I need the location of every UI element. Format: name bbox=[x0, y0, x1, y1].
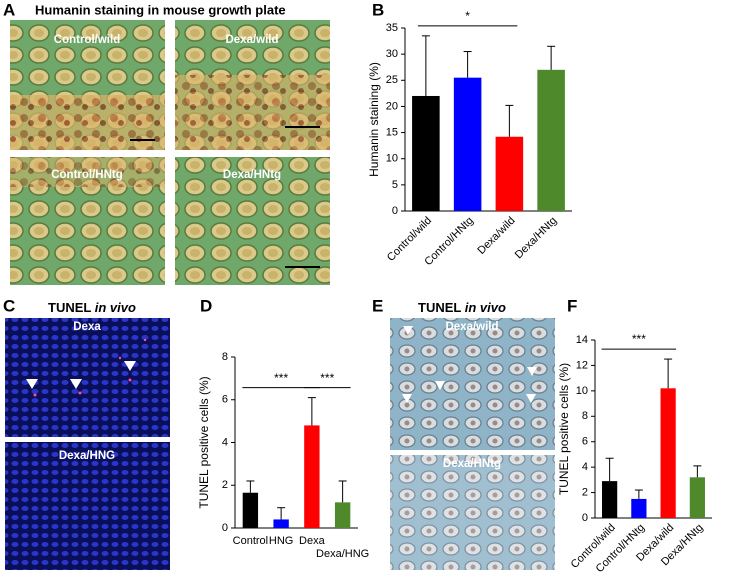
image-label: Control/wild bbox=[54, 34, 120, 46]
y-tick-label: 20 bbox=[386, 100, 398, 112]
image-label: Dexa/HNtg bbox=[443, 458, 501, 470]
bar bbox=[495, 136, 524, 211]
micrograph-overlay bbox=[10, 157, 165, 187]
y-tick-label: 30 bbox=[386, 48, 398, 60]
y-tick-label: 4 bbox=[222, 436, 228, 448]
image-label: Control/HNtg bbox=[51, 169, 123, 181]
panel-title: Humanin staining in mouse growth plate bbox=[35, 2, 286, 17]
tunel-signals bbox=[33, 338, 147, 397]
y-tick-label: 10 bbox=[386, 153, 398, 165]
y-tick-label: 14 bbox=[576, 334, 588, 346]
title-part: in vivo bbox=[95, 300, 136, 315]
x-tick-label: Dexa/wild bbox=[475, 215, 517, 257]
x-tick-label: Control bbox=[233, 535, 268, 547]
y-tick-label: 10 bbox=[576, 385, 588, 397]
micrograph bbox=[175, 157, 330, 285]
panel-label: C bbox=[3, 296, 15, 315]
bar bbox=[631, 498, 647, 518]
micrograph bbox=[390, 318, 555, 450]
bar bbox=[334, 502, 351, 528]
image-label: Dexa/HNtg bbox=[223, 169, 281, 181]
y-tick-label: 25 bbox=[386, 74, 398, 86]
y-tick-label: 0 bbox=[222, 522, 228, 534]
x-tick-label: HNG bbox=[269, 535, 293, 547]
title-part: in vivo bbox=[465, 300, 506, 315]
significance-label: *** bbox=[274, 371, 288, 385]
image-label: Dexa/wild bbox=[445, 321, 498, 333]
y-tick-label: 12 bbox=[576, 359, 588, 371]
panel-title: TUNEL in vivo bbox=[48, 300, 136, 315]
micrograph-group bbox=[10, 20, 330, 285]
y-tick-label: 5 bbox=[392, 179, 398, 191]
y-tick-label: 4 bbox=[582, 461, 588, 473]
bar bbox=[453, 77, 482, 212]
panel-label: B bbox=[372, 0, 384, 19]
title-part: TUNEL bbox=[418, 300, 461, 315]
y-tick-label: 0 bbox=[582, 512, 588, 524]
panel-title: TUNEL in vivo bbox=[418, 300, 506, 315]
y-tick-label: 0 bbox=[392, 205, 398, 217]
significance-label: *** bbox=[320, 371, 334, 385]
arrowheads bbox=[26, 361, 136, 389]
arrowheads bbox=[402, 326, 537, 403]
bar bbox=[602, 481, 618, 518]
micrograph bbox=[5, 318, 170, 437]
bar bbox=[242, 492, 259, 528]
title-part: TUNEL bbox=[48, 300, 91, 315]
y-tick-label: 2 bbox=[582, 486, 588, 498]
x-tick-label: Dexa bbox=[299, 535, 326, 547]
bar bbox=[412, 95, 440, 211]
image-label: Dexa/HNG bbox=[59, 450, 115, 462]
image-label: Dexa/wild bbox=[225, 34, 278, 46]
panel-label: E bbox=[372, 296, 383, 315]
panel-label: D bbox=[200, 296, 212, 315]
x-tick-label: Dexa/HNG bbox=[316, 548, 369, 560]
panel-label: A bbox=[3, 0, 15, 19]
image-label: Dexa bbox=[73, 321, 101, 333]
significance-label: *** bbox=[632, 332, 646, 346]
x-tick-label: Dexa/HNtg bbox=[513, 215, 560, 262]
y-tick-label: 35 bbox=[386, 22, 398, 34]
micrograph-overlay bbox=[175, 75, 330, 150]
bar bbox=[304, 425, 320, 528]
y-tick-label: 6 bbox=[582, 436, 588, 448]
y-tick-label: 8 bbox=[582, 410, 588, 422]
y-axis-label: Humanin staining (%) bbox=[367, 62, 381, 177]
micrograph bbox=[5, 442, 170, 570]
y-tick-label: 6 bbox=[222, 394, 228, 406]
bar bbox=[660, 388, 676, 518]
significance-label: * bbox=[465, 9, 470, 23]
y-tick-label: 8 bbox=[222, 351, 228, 363]
bar bbox=[273, 519, 289, 528]
panel-label: F bbox=[567, 296, 577, 315]
y-tick-label: 2 bbox=[222, 479, 228, 491]
y-axis-label: TUNEL positive cells (%) bbox=[557, 363, 571, 495]
micrograph-overlay bbox=[10, 95, 165, 150]
bar bbox=[689, 477, 705, 518]
y-axis-label: TUNEL positive cells (%) bbox=[197, 376, 211, 508]
micrograph bbox=[390, 455, 555, 570]
y-tick-label: 15 bbox=[386, 126, 398, 138]
bar bbox=[537, 69, 565, 211]
